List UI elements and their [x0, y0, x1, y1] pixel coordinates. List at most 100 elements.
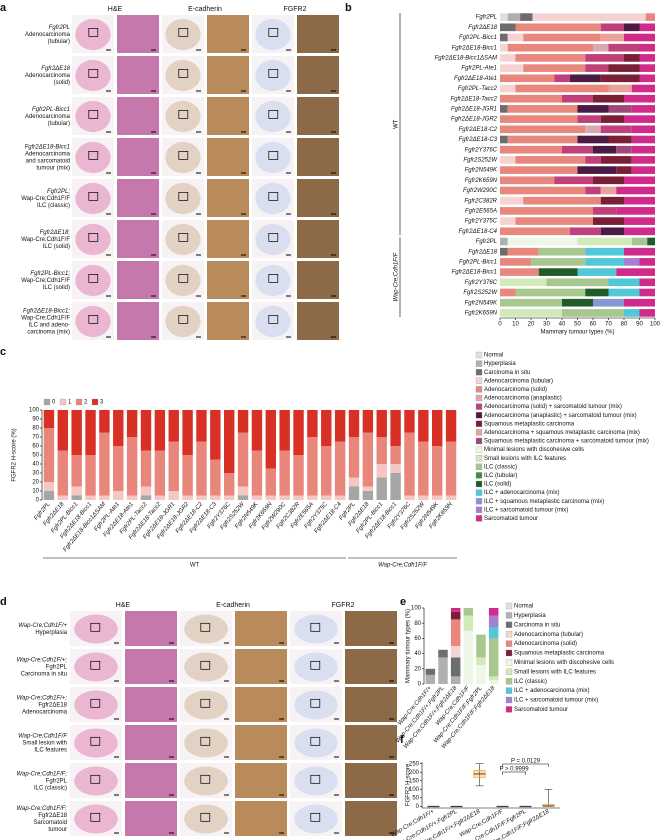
- bar-segment: [85, 455, 96, 496]
- bar-segment: [639, 258, 655, 266]
- bar-segment: [463, 615, 474, 631]
- bar-segment: [376, 464, 387, 478]
- micrograph: [117, 56, 159, 94]
- bar-segment: [585, 125, 601, 134]
- bar-segment: [600, 196, 624, 205]
- micrograph: [345, 611, 397, 646]
- micrograph: [117, 179, 159, 217]
- row-label: Wap-Cre;Cdh1F/F: [18, 734, 67, 740]
- bar-segment: [196, 441, 207, 496]
- bar-segment: [600, 125, 632, 134]
- category-label: Fgfr2K659N: [465, 178, 498, 184]
- bar-segment: [616, 268, 655, 276]
- micrograph: [117, 138, 159, 176]
- bar-segment: [279, 495, 290, 500]
- bar-segment: [562, 309, 624, 317]
- legend-label: Small lesions with ILC features: [514, 669, 596, 675]
- inset-box: [178, 28, 189, 37]
- bar-segment: [210, 459, 221, 496]
- legend-swatch: [505, 649, 513, 657]
- inset-box: [310, 698, 321, 708]
- y-tick-label: 80: [32, 426, 39, 432]
- bar-segment: [376, 477, 387, 500]
- bar-segment: [463, 630, 474, 684]
- row-label: Sarcomatoid: [33, 820, 67, 826]
- legend-swatch: [505, 687, 513, 694]
- row-label: Fgfr2PL: [49, 25, 70, 31]
- bar-segment: [500, 217, 516, 225]
- row-label: Fgfr2PL-Bicc1;: [30, 271, 70, 277]
- bar-segment: [71, 486, 82, 496]
- bar-segment: [99, 410, 110, 433]
- bar-segment: [348, 410, 360, 437]
- bar-segment: [500, 186, 586, 195]
- category-label: Fgfr2ΔE18-JGR2: [451, 117, 498, 123]
- bar-segment: [639, 23, 655, 32]
- row-label: Adenocarcinoma: [25, 114, 71, 120]
- inset-box: [268, 68, 279, 78]
- inset-box: [88, 315, 99, 324]
- bar-segment: [515, 288, 586, 297]
- row-label: Fgfr2PL: [46, 779, 68, 785]
- legend-label: Sarcomatoid tumour: [484, 516, 538, 522]
- micrograph: [235, 801, 287, 836]
- bar-segment: [140, 495, 152, 500]
- bar-segment: [500, 298, 562, 307]
- category-label: Fgfr2PL-Ate1: [461, 66, 497, 72]
- bar-segment: [515, 23, 601, 32]
- legend-swatch: [43, 398, 51, 406]
- bar-segment: [600, 74, 640, 83]
- legend-swatch: [475, 480, 483, 488]
- y-tick-label: 60: [32, 444, 39, 450]
- legend-label: 2: [84, 400, 88, 406]
- bar-segment: [321, 446, 332, 496]
- bar-segment: [445, 495, 457, 500]
- tissue: [294, 766, 338, 796]
- category-label: Fgfr2S252W: [463, 290, 498, 296]
- bar-segment: [593, 176, 624, 185]
- bar-segment: [616, 145, 632, 154]
- bar-segment: [639, 74, 655, 83]
- bar-segment: [608, 278, 640, 287]
- bar-segment: [57, 450, 68, 496]
- bar-segment: [348, 477, 360, 487]
- bar-segment: [168, 410, 179, 442]
- bar-segment: [639, 64, 655, 72]
- legend-swatch: [475, 420, 483, 427]
- legend-swatch: [505, 631, 513, 638]
- bar-segment: [154, 495, 166, 500]
- inset-box: [88, 109, 99, 119]
- inset-box: [268, 274, 279, 283]
- inset-box: [178, 274, 189, 283]
- inset-box: [310, 622, 321, 632]
- micrograph: [235, 611, 287, 646]
- tissue: [165, 223, 201, 256]
- bar-segment: [532, 13, 646, 21]
- y-tick-label: 20: [32, 480, 39, 486]
- micrograph: [125, 725, 177, 760]
- bar-segment: [500, 237, 508, 246]
- tissue: [75, 141, 111, 174]
- bar-segment: [334, 410, 346, 442]
- tissue: [74, 614, 118, 644]
- bar-segment: [237, 495, 249, 500]
- row-label: Wap-Cre;Cdh1F/+: [18, 623, 67, 629]
- micrograph: [345, 687, 397, 722]
- row-label: Wap-Cre;Cdh1F/F;: [16, 806, 67, 812]
- bar-segment: [562, 94, 593, 103]
- legend-swatch: [475, 515, 483, 522]
- inset-box: [200, 660, 211, 670]
- legend-swatch: [475, 489, 483, 496]
- bar-segment: [624, 54, 640, 62]
- tissue: [74, 804, 118, 834]
- bar-segment: [488, 676, 499, 681]
- bar-segment: [507, 237, 578, 246]
- tissue: [75, 59, 111, 92]
- legend-swatch: [505, 696, 513, 704]
- axis-title: FGFR2 H-score: [406, 763, 412, 806]
- bar-segment: [476, 634, 486, 658]
- legend-label: Hyperplasia: [514, 613, 546, 619]
- row-label: Wap-Cre;Cdh1F/F: [21, 278, 70, 284]
- bar-segment: [432, 495, 443, 500]
